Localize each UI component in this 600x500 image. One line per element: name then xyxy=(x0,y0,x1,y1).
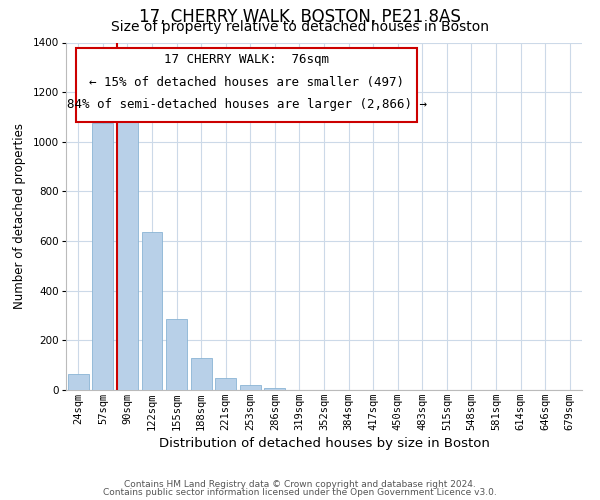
FancyBboxPatch shape xyxy=(76,48,417,122)
Bar xyxy=(265,388,286,390)
Bar xyxy=(215,378,236,390)
Text: 84% of semi-detached houses are larger (2,866) →: 84% of semi-detached houses are larger (… xyxy=(67,98,427,111)
Text: 17, CHERRY WALK, BOSTON, PE21 8AS: 17, CHERRY WALK, BOSTON, PE21 8AS xyxy=(139,8,461,26)
Text: ← 15% of detached houses are smaller (497): ← 15% of detached houses are smaller (49… xyxy=(89,76,404,88)
Bar xyxy=(142,232,163,390)
Bar xyxy=(191,358,212,390)
X-axis label: Distribution of detached houses by size in Boston: Distribution of detached houses by size … xyxy=(158,437,490,450)
Text: 17 CHERRY WALK:  76sqm: 17 CHERRY WALK: 76sqm xyxy=(164,53,329,66)
Bar xyxy=(68,374,89,390)
Text: Contains HM Land Registry data © Crown copyright and database right 2024.: Contains HM Land Registry data © Crown c… xyxy=(124,480,476,489)
Bar xyxy=(117,104,138,390)
Bar xyxy=(240,385,261,390)
Y-axis label: Number of detached properties: Number of detached properties xyxy=(13,123,26,309)
Bar xyxy=(166,320,187,390)
Bar xyxy=(92,123,113,390)
Text: Size of property relative to detached houses in Boston: Size of property relative to detached ho… xyxy=(111,20,489,34)
Text: Contains public sector information licensed under the Open Government Licence v3: Contains public sector information licen… xyxy=(103,488,497,497)
